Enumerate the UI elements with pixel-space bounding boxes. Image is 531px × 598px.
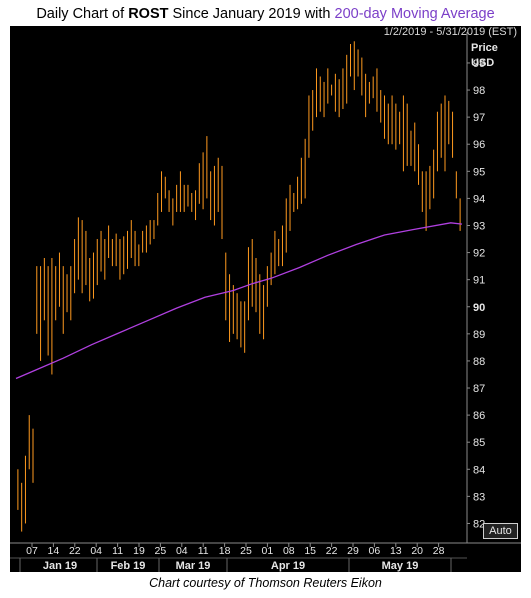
y-tick-label: 88 bbox=[473, 356, 485, 368]
y-axis-title: Price bbox=[471, 42, 498, 54]
y-tick-label: 96 bbox=[473, 139, 485, 151]
x-tick-label: 06 bbox=[369, 545, 381, 557]
title-ma-label: 200-day Moving Average bbox=[334, 6, 495, 22]
chart-frame[interactable]: 1/2/2019 - 5/31/2019 (EST) Price USD 82 83 8… bbox=[10, 26, 521, 572]
x-tick-label: 14 bbox=[48, 545, 60, 557]
y-tick-label: 93 bbox=[473, 220, 485, 232]
y-tick-label: 92 bbox=[473, 248, 485, 260]
x-tick-label: 18 bbox=[219, 545, 231, 557]
month-label: May 19 bbox=[382, 560, 419, 572]
x-tick-label: 22 bbox=[326, 545, 338, 557]
title-ticker: ROST bbox=[128, 6, 169, 22]
y-axis-unit: USD bbox=[471, 57, 494, 69]
x-tick-label: 13 bbox=[390, 545, 402, 557]
x-tick-label: 04 bbox=[176, 545, 188, 557]
x-tick-label: 11 bbox=[112, 545, 123, 557]
y-tick-label: 91 bbox=[473, 275, 485, 287]
x-tick-label: 07 bbox=[26, 545, 38, 557]
x-tick-label: 25 bbox=[240, 545, 252, 557]
month-label: Apr 19 bbox=[271, 560, 305, 572]
chart-title: Daily Chart of ROST Since January 2019 w… bbox=[0, 6, 531, 22]
x-tick-label: 15 bbox=[304, 545, 316, 557]
chart-credit: Chart courtesy of Thomson Reuters Eikon bbox=[149, 576, 382, 590]
auto-scale-button[interactable]: Auto bbox=[483, 523, 518, 539]
y-tick-label: 90 bbox=[473, 302, 485, 314]
x-tick-label: 25 bbox=[155, 545, 167, 557]
date-range: 1/2/2019 - 5/31/2019 (EST) bbox=[383, 26, 517, 38]
month-label: Mar 19 bbox=[176, 560, 211, 572]
x-tick-label: 08 bbox=[283, 545, 295, 557]
x-tick-label: 11 bbox=[198, 545, 209, 557]
y-tick-label: 98 bbox=[473, 85, 485, 97]
y-tick-label: 83 bbox=[473, 491, 485, 503]
x-tick-label: 04 bbox=[90, 545, 102, 557]
y-tick-label: 86 bbox=[473, 410, 485, 422]
moving-average-line bbox=[15, 222, 463, 380]
x-tick-label: 20 bbox=[411, 545, 423, 557]
month-label: Feb 19 bbox=[111, 560, 146, 572]
y-tick-label: 95 bbox=[473, 166, 485, 178]
x-tick-label: 19 bbox=[133, 545, 145, 557]
y-tick-label: 94 bbox=[473, 193, 485, 205]
y-tick-label: 99 bbox=[473, 58, 485, 70]
y-tick-label: 82 bbox=[473, 518, 485, 530]
y-tick-label: 85 bbox=[473, 437, 485, 449]
x-tick-label: 01 bbox=[262, 545, 274, 557]
x-tick-label: 29 bbox=[347, 545, 359, 557]
title-middle: Since January 2019 with bbox=[172, 6, 331, 22]
x-tick-label: 22 bbox=[69, 545, 81, 557]
price-chart[interactable]: Price USD 82 83 84 85 86 87 88 89 90 91 92 93 94 95 96 97… bbox=[10, 26, 521, 572]
y-tick-label: 89 bbox=[473, 329, 485, 341]
x-tick-label: 28 bbox=[433, 545, 445, 557]
y-tick-label: 87 bbox=[473, 383, 485, 395]
title-prefix: Daily Chart of bbox=[36, 6, 125, 22]
y-tick-label: 97 bbox=[473, 112, 485, 124]
y-tick-label: 84 bbox=[473, 464, 485, 476]
month-label: Jan 19 bbox=[43, 560, 77, 572]
